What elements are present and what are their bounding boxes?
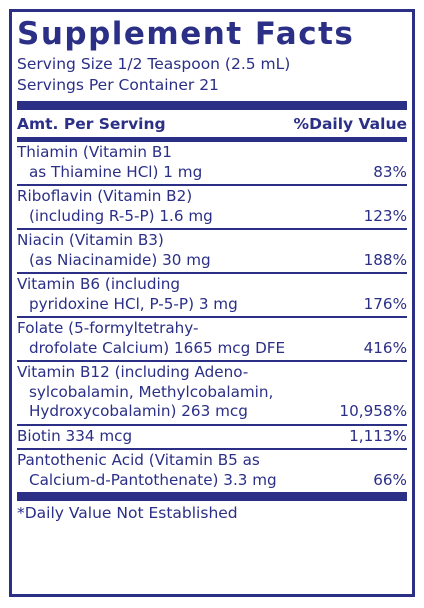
header-divider	[17, 137, 407, 142]
nutrient-amount: pyridoxine HCl, P-5-P) 3 mg	[29, 294, 238, 313]
nutrient-amount: Hydroxycobalamin) 263 mcg	[29, 402, 248, 420]
nutrient-row-thiamin: Thiamin (Vitamin B1 as Thiamine HCl) 1 m…	[17, 142, 407, 186]
nutrient-dv: 1,113%	[349, 426, 407, 445]
nutrient-dv: 188%	[363, 250, 407, 269]
nutrient-row-riboflavin: Riboflavin (Vitamin B2) (including R-5-P…	[17, 186, 407, 230]
serving-size: Serving Size 1/2 Teaspoon (2.5 mL)	[17, 55, 291, 73]
nutrient-amount: (as Niacinamide) 30 mg	[29, 250, 211, 269]
nutrient-name-cont: sylcobalamin, Methylcobalamin,	[29, 382, 274, 401]
nutrient-name: Thiamin (Vitamin B1	[17, 143, 172, 161]
supplement-facts-panel: Supplement Facts Serving Size 1/2 Teaspo…	[9, 9, 415, 597]
nutrient-row-pantothenic-acid: Pantothenic Acid (Vitamin B5 as Calcium-…	[17, 450, 407, 492]
nutrient-row-niacin: Niacin (Vitamin B3) (as Niacinamide) 30 …	[17, 230, 407, 274]
thick-divider	[17, 101, 407, 110]
nutrient-row-vitamin-b12: Vitamin B12 (including Adeno- sylcobalam…	[17, 362, 407, 426]
nutrient-dv: 176%	[363, 294, 407, 313]
nutrient-amount: (including R-5-P) 1.6 mg	[29, 206, 213, 225]
nutrient-dv: 66%	[373, 470, 407, 489]
nutrient-name: Niacin (Vitamin B3)	[17, 231, 164, 249]
footnote: *Daily Value Not Established	[17, 504, 238, 522]
servings-per-container: Servings Per Container 21	[17, 76, 219, 94]
column-header: Amt. Per Serving %Daily Value	[17, 110, 407, 137]
nutrient-name: Pantothenic Acid (Vitamin B5 as	[17, 451, 260, 469]
nutrient-dv: 416%	[363, 338, 407, 357]
nutrient-row-biotin: Biotin 334 mcg 1,113%	[17, 426, 407, 450]
nutrient-row-folate: Folate (5-formyltetrahy- drofolate Calci…	[17, 318, 407, 362]
nutrient-amount: Calcium-d-Pantothenate) 3.3 mg	[29, 470, 277, 489]
nutrient-amount: as Thiamine HCl) 1 mg	[29, 162, 203, 181]
bottom-divider	[17, 492, 407, 501]
nutrient-dv: 123%	[363, 206, 407, 225]
nutrient-name: Vitamin B6 (including	[17, 275, 181, 293]
panel-title: Supplement Facts	[17, 16, 355, 52]
nutrient-amount: Biotin 334 mcg	[17, 426, 133, 445]
nutrient-amount: drofolate Calcium) 1665 mcg DFE	[29, 338, 286, 357]
nutrient-name: Vitamin B12 (including Adeno-	[17, 363, 249, 381]
amount-per-serving-header: Amt. Per Serving	[17, 115, 166, 133]
nutrient-dv: 10,958%	[339, 402, 407, 420]
nutrient-row-vitamin-b6: Vitamin B6 (including pyridoxine HCl, P-…	[17, 274, 407, 318]
daily-value-header: %Daily Value	[293, 115, 407, 133]
nutrient-name: Riboflavin (Vitamin B2)	[17, 187, 193, 205]
nutrient-dv: 83%	[373, 162, 407, 181]
nutrient-name: Folate (5-formyltetrahy-	[17, 319, 199, 337]
